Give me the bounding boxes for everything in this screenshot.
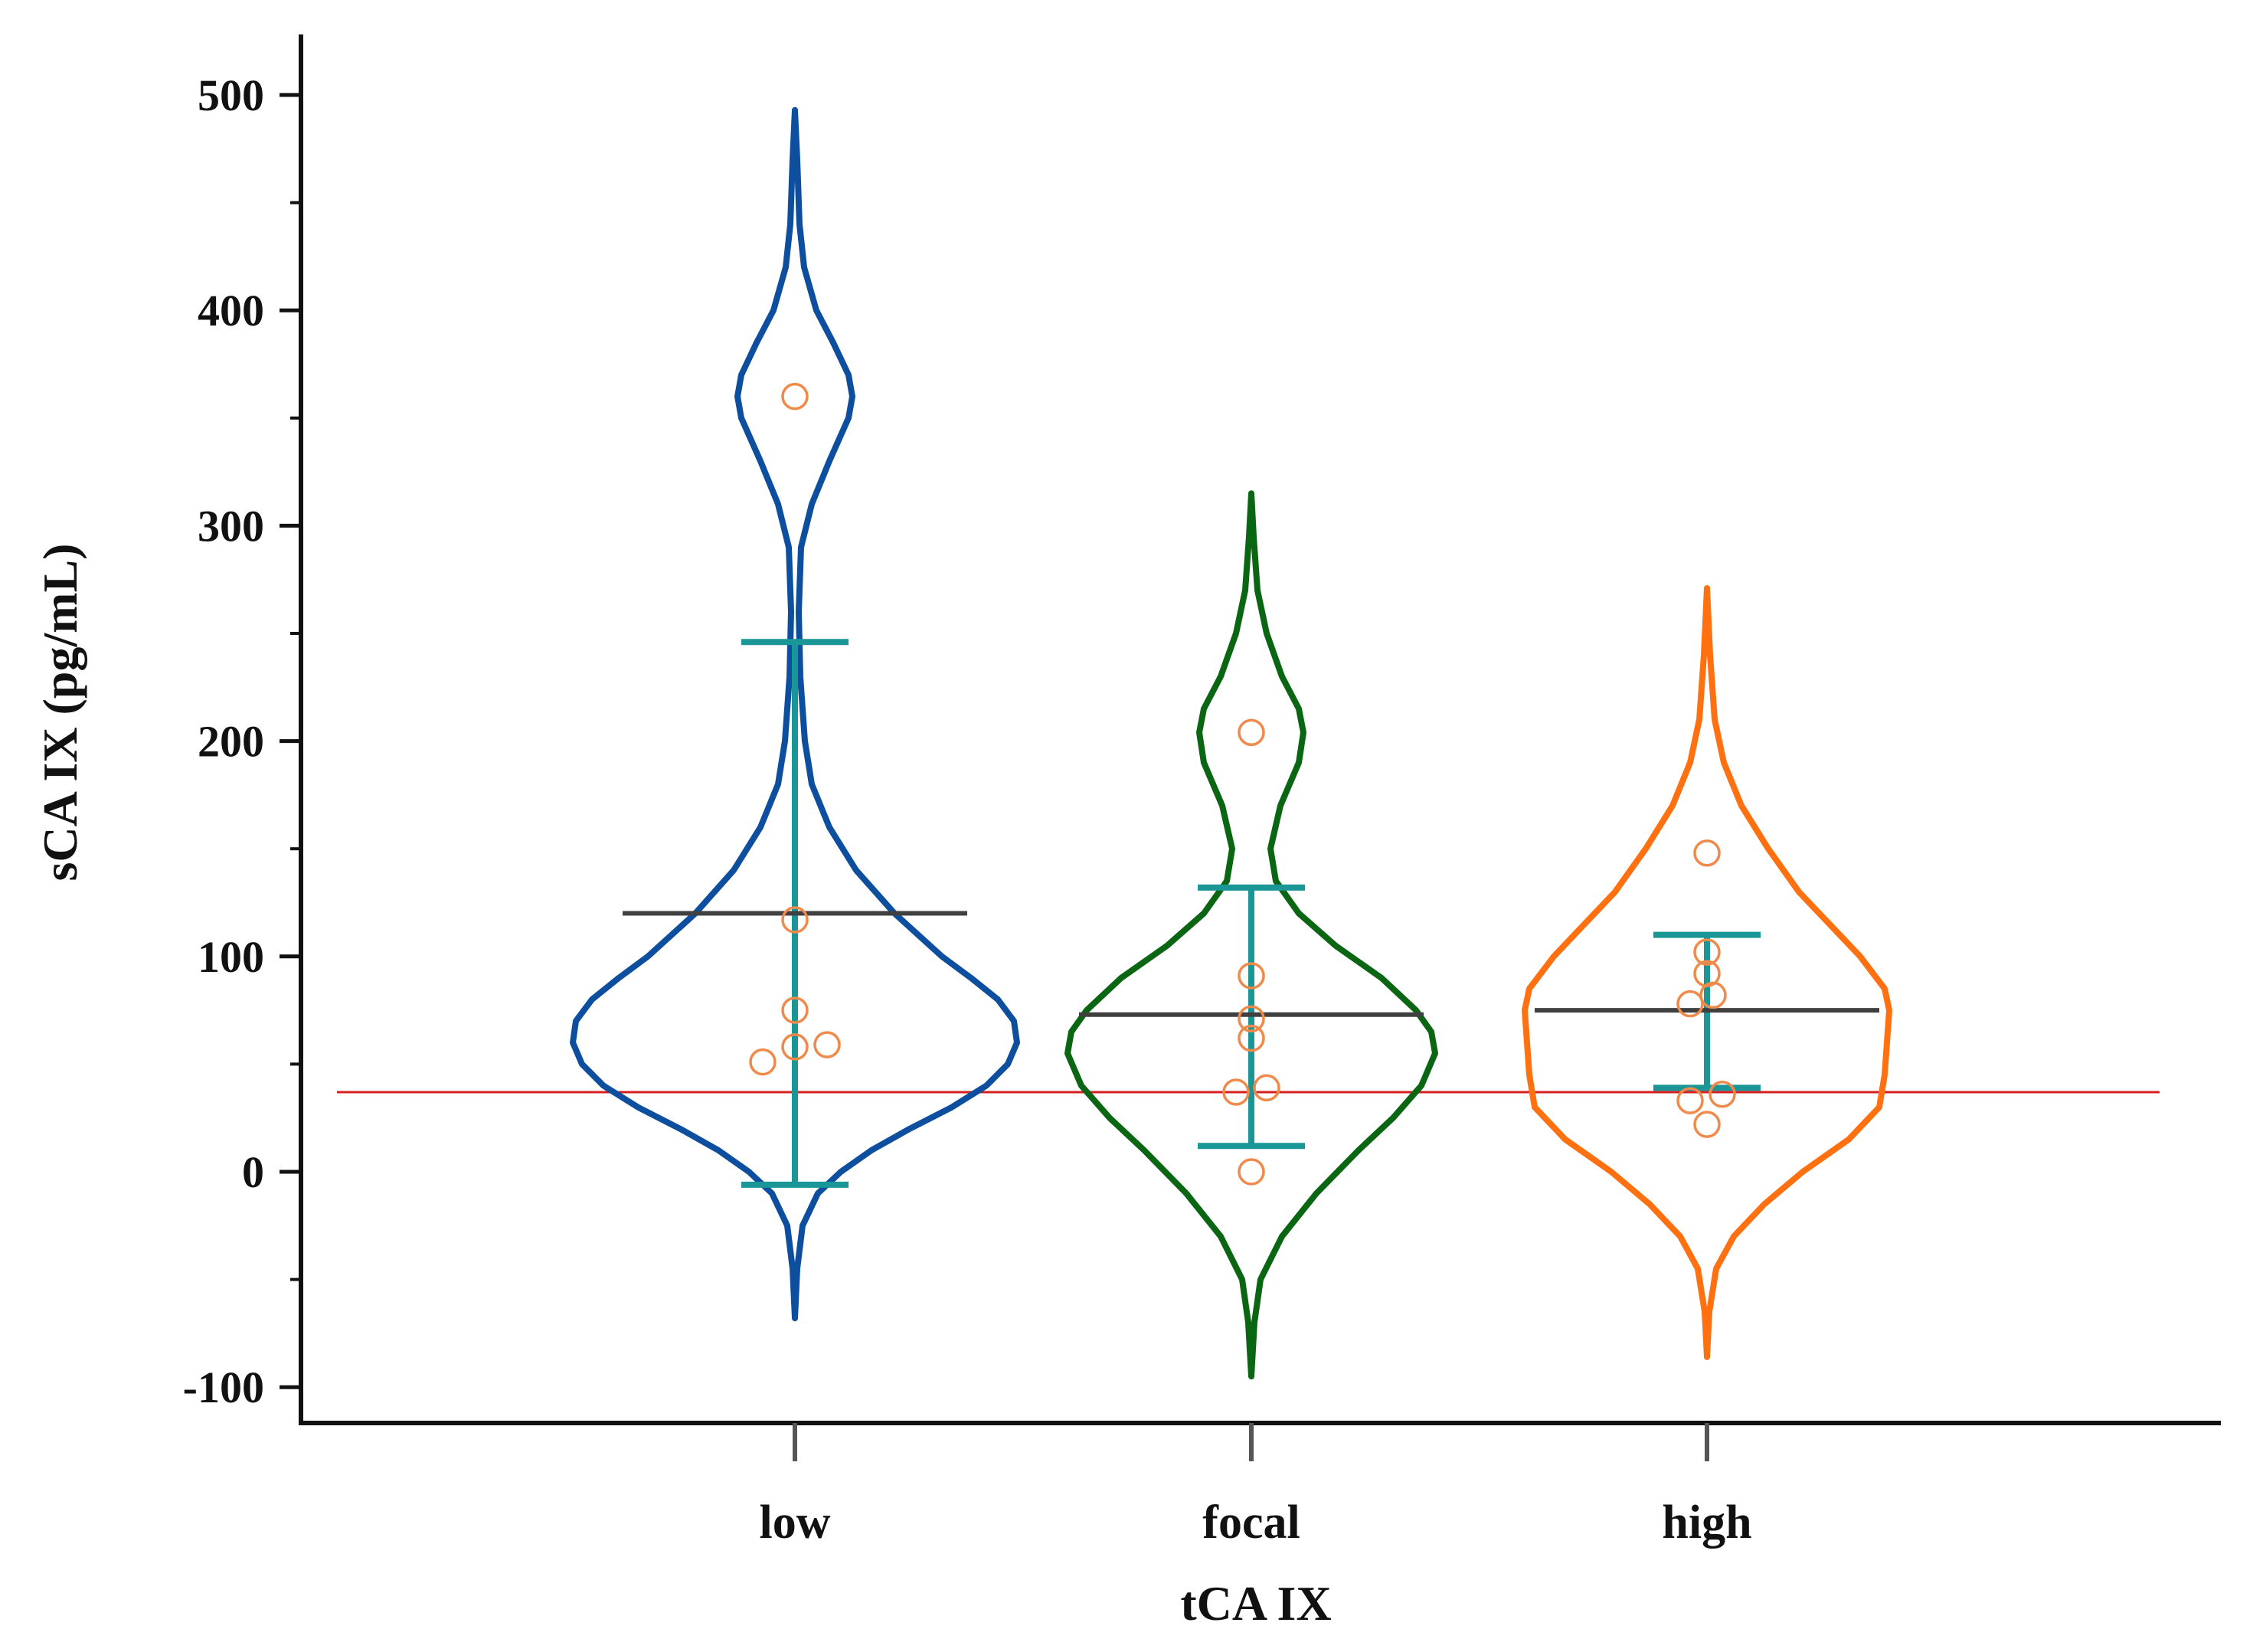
x-axis-title: tCA IX xyxy=(1180,1576,1331,1631)
data-point xyxy=(1238,718,1265,747)
violin-focal xyxy=(1064,490,1438,1380)
y-tick-label: 500 xyxy=(198,70,264,120)
violin-low xyxy=(570,106,1020,1322)
data-point xyxy=(1693,1111,1721,1138)
y-tick-label: 100 xyxy=(198,932,264,982)
data-point xyxy=(1693,938,1721,966)
y-tick-label: 200 xyxy=(198,717,264,767)
data-point xyxy=(1238,1158,1265,1186)
x-category-label: focal xyxy=(1202,1497,1300,1549)
data-point xyxy=(1238,1024,1265,1052)
data-point xyxy=(1222,1078,1250,1106)
x-category-label: high xyxy=(1662,1497,1751,1549)
data-point xyxy=(781,906,809,934)
data-point xyxy=(1253,1074,1280,1102)
data-point xyxy=(1676,1087,1704,1114)
y-tick-label: -100 xyxy=(183,1362,264,1412)
y-tick-label: 400 xyxy=(198,286,264,335)
data-point xyxy=(1238,1005,1265,1033)
x-category-label: low xyxy=(760,1497,831,1549)
data-point xyxy=(1709,1081,1736,1108)
data-point xyxy=(813,1031,841,1058)
y-axis-title: sCA IX (pg/mL) xyxy=(33,544,87,882)
data-point xyxy=(1693,839,1721,867)
data-point xyxy=(781,996,809,1024)
data-point xyxy=(1676,990,1704,1018)
violin-high xyxy=(1522,584,1892,1360)
data-point xyxy=(1238,962,1265,990)
y-tick-label: 300 xyxy=(198,501,264,551)
y-tick-label: 0 xyxy=(242,1147,264,1197)
data-point xyxy=(781,382,809,411)
data-point xyxy=(1699,981,1727,1009)
data-point xyxy=(781,1033,809,1061)
data-point xyxy=(749,1048,777,1076)
